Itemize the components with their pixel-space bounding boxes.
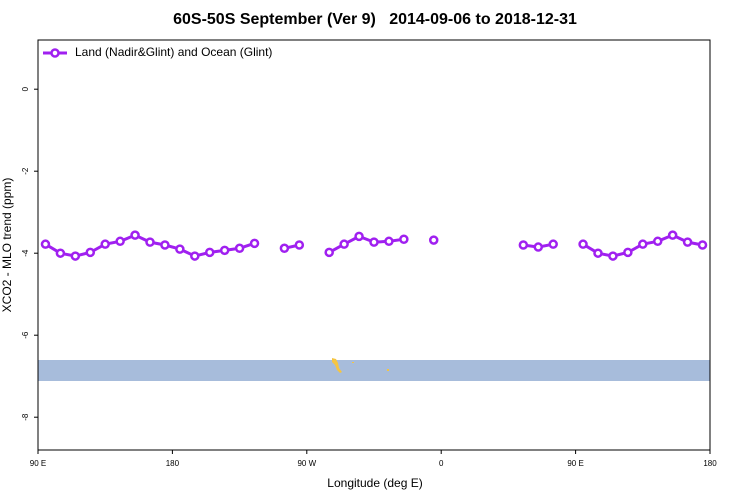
point: [578, 239, 588, 249]
y-tick-label: 0: [21, 86, 30, 91]
point: [249, 238, 260, 249]
point: [85, 247, 96, 258]
x-tick-label: 90 E: [567, 459, 583, 468]
x-tick-label: 90 W: [297, 459, 316, 468]
point: [518, 240, 529, 250]
point: [324, 247, 334, 258]
point: [384, 236, 394, 247]
point: [145, 237, 155, 247]
y-axis-label: XCO2 - MLO trend (ppm): [0, 178, 14, 313]
point: [667, 230, 678, 240]
x-axis-label: Longitude (deg E): [327, 476, 422, 490]
legend-marker: [50, 48, 60, 58]
point: [399, 234, 409, 245]
point: [219, 245, 230, 256]
point: [234, 243, 245, 254]
point: [40, 239, 51, 249]
point: [608, 251, 618, 261]
point: [204, 247, 215, 258]
point: [279, 243, 290, 254]
x-tick-label: 180: [166, 459, 180, 468]
x-tick-label: 180: [703, 459, 717, 468]
y-tick-label: -8: [21, 413, 30, 421]
point: [160, 240, 170, 250]
point: [533, 242, 544, 252]
point: [55, 248, 66, 258]
map-strip: [38, 360, 710, 381]
point: [70, 251, 81, 261]
point: [652, 236, 663, 247]
point: [294, 240, 305, 250]
point: [697, 240, 708, 250]
point: [682, 237, 693, 247]
point: [369, 237, 379, 247]
point: [638, 239, 648, 249]
legend-label: Land (Nadir&Glint) and Ocean (Glint): [75, 45, 272, 59]
point: [115, 236, 125, 247]
point: [190, 251, 200, 261]
point: [339, 239, 349, 249]
point: [593, 248, 603, 258]
point: [100, 239, 110, 249]
y-tick-label: -2: [21, 167, 30, 175]
point: [428, 235, 439, 245]
point: [548, 239, 558, 249]
plot-frame: [37, 39, 711, 451]
y-tick-label: -4: [21, 249, 30, 257]
point: [130, 230, 140, 240]
point: [175, 244, 185, 254]
x-tick-label: 90 E: [30, 459, 46, 468]
point: [623, 247, 633, 258]
y-tick-label: -6: [21, 331, 30, 339]
point: [354, 231, 364, 242]
chart-title: 60S-50S September (Ver 9) 2014-09-06 to …: [173, 11, 577, 28]
x-tick-label: 0: [439, 459, 444, 468]
